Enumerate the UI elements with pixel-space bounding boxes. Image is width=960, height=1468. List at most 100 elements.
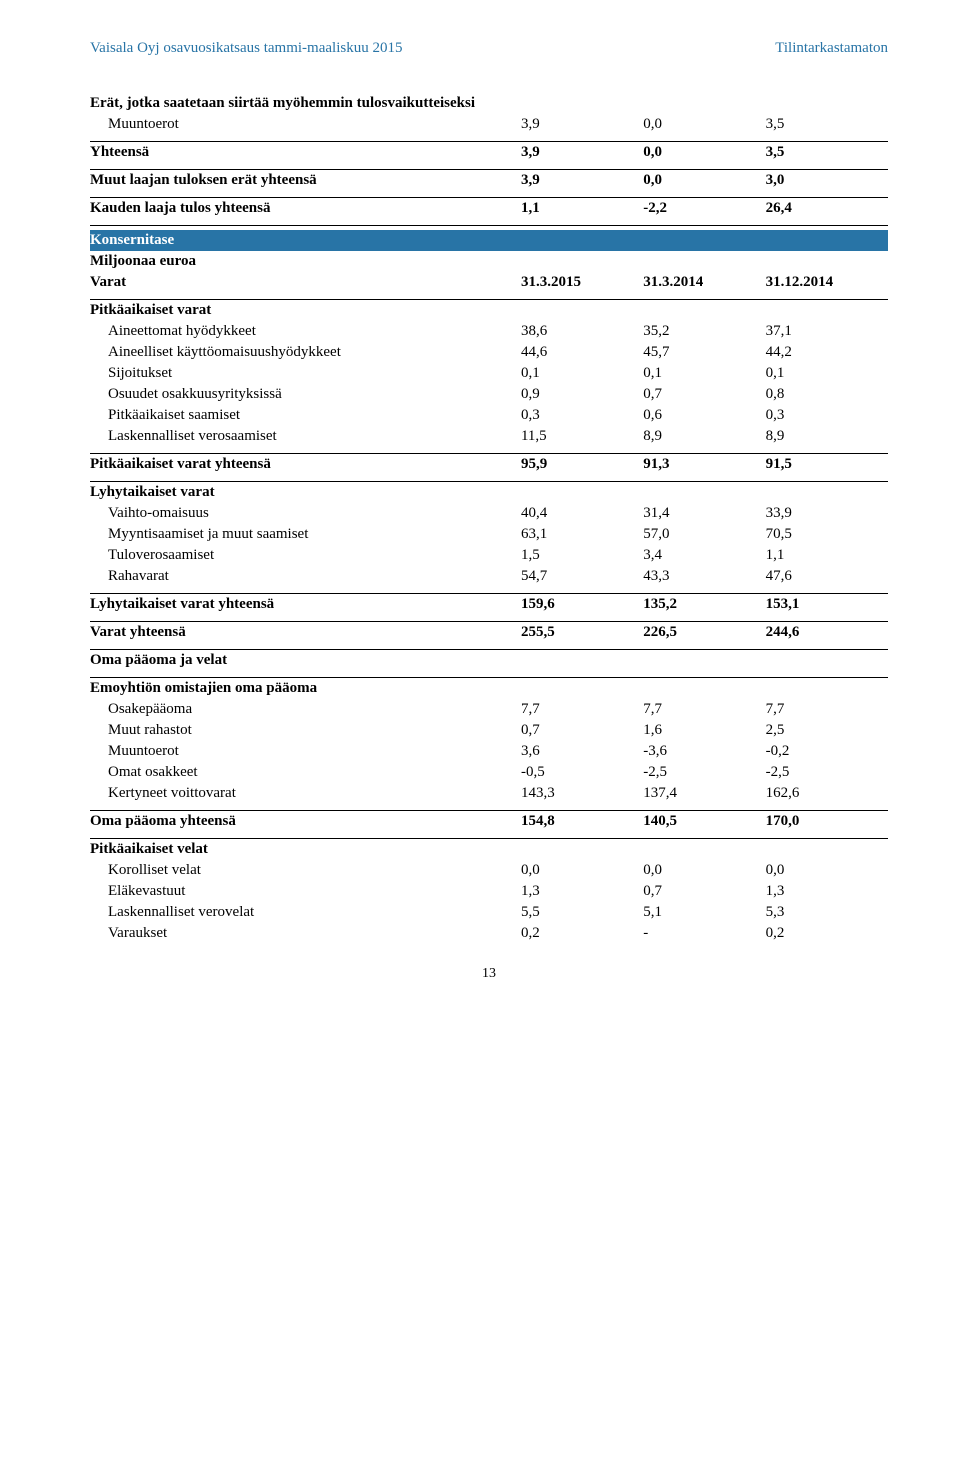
cell-value: 0,3 [521,405,643,426]
cell-label: Miljoonaa euroa [90,251,521,272]
cell-value: 3,4 [643,545,765,566]
table-row: Tuloverosaamiset 1,5 3,4 1,1 [90,545,888,566]
cell-value: 244,6 [766,622,888,644]
cell-value: 31,4 [643,503,765,524]
cell-value: 31.3.2015 [521,272,643,293]
table-row: Muuntoerot 3,9 0,0 3,5 [90,114,888,135]
cell-value: 3,5 [766,142,888,164]
table-row: Varaukset 0,2 - 0,2 [90,923,888,944]
page-header: Vaisala Oyj osavuosikatsaus tammi-maalis… [90,40,888,57]
cell-label: Oma pääoma ja velat [90,650,888,672]
cell-label: Muuntoerot [90,114,521,135]
cell-value: 1,1 [521,198,643,220]
cell-label: Myyntisaamiset ja muut saamiset [90,524,521,545]
cell-label: Yhteensä [90,142,521,164]
cell-value: 40,4 [521,503,643,524]
cell-value: 5,5 [521,902,643,923]
table-row: Laskennalliset verosaamiset 11,5 8,9 8,9 [90,426,888,447]
cell-value: 0,8 [766,384,888,405]
table-row: Omat osakkeet -0,5 -2,5 -2,5 [90,762,888,783]
cell-value: 31.12.2014 [766,272,888,293]
cell-value: 44,2 [766,342,888,363]
cell-value: 0,7 [643,881,765,902]
cell-value: 5,1 [643,902,765,923]
cell-value: 7,7 [643,699,765,720]
table-row: Osuudet osakkuusyrityksissä 0,9 0,7 0,8 [90,384,888,405]
cell-value: 0,9 [521,384,643,405]
cell-value: 0,0 [643,170,765,192]
cell-label: Eläkevastuut [90,881,521,902]
cell-value: 7,7 [521,699,643,720]
cell-value: 38,6 [521,321,643,342]
cell-value: 44,6 [521,342,643,363]
cell-value: 1,1 [766,545,888,566]
subheader-row: Miljoonaa euroa [90,251,888,272]
section-title-row: Erät, jotka saatetaan siirtää myöhemmin … [90,93,888,114]
cell-value: 0,1 [766,363,888,384]
header-right: Tilintarkastamaton [775,40,888,57]
cell-value: 3,9 [521,170,643,192]
band-label: Konsernitase [90,230,521,251]
table-row: Myyntisaamiset ja muut saamiset 63,1 57,… [90,524,888,545]
table-row: Sijoitukset 0,1 0,1 0,1 [90,363,888,384]
cell-label: Pitkäaikaiset saamiset [90,405,521,426]
cell-value: 35,2 [643,321,765,342]
cell-value: - [643,923,765,944]
cell-value: 5,3 [766,902,888,923]
table-row: Vaihto-omaisuus 40,4 31,4 33,9 [90,503,888,524]
cell-label: Muut laajan tuloksen erät yhteensä [90,170,521,192]
section1-title: Erät, jotka saatetaan siirtää myöhemmin … [90,93,888,114]
cell-value: 0,0 [766,860,888,881]
cell-value: 1,6 [643,720,765,741]
cell-value: -2,2 [643,198,765,220]
subsection-title: Oma pääoma ja velat [90,650,888,672]
page-number: 13 [90,966,888,982]
subsection-title: Lyhytaikaiset varat [90,482,888,504]
cell-label: Kertyneet voittovarat [90,783,521,804]
cell-value: 1,3 [766,881,888,902]
cell-value: 26,4 [766,198,888,220]
table-row: Laskennalliset verovelat 5,5 5,1 5,3 [90,902,888,923]
cell-value: 0,1 [521,363,643,384]
cell-value: 162,6 [766,783,888,804]
cell-value: 3,6 [521,741,643,762]
cell-value: 54,7 [521,566,643,587]
table-row: Korolliset velat 0,0 0,0 0,0 [90,860,888,881]
cell-value: 137,4 [643,783,765,804]
cell-label: Osuudet osakkuusyrityksissä [90,384,521,405]
cell-value: 31.3.2014 [643,272,765,293]
total-row: Oma pääoma yhteensä 154,8 140,5 170,0 [90,811,888,833]
table-row: Aineettomat hyödykkeet 38,6 35,2 37,1 [90,321,888,342]
cell-value: 255,5 [521,622,643,644]
cell-value: 0,3 [766,405,888,426]
page: Vaisala Oyj osavuosikatsaus tammi-maalis… [0,0,960,1468]
cell-value: 135,2 [643,594,765,616]
cell-value: 57,0 [643,524,765,545]
cell-value: 2,5 [766,720,888,741]
cell-label: Aineelliset käyttöomaisuushyödykkeet [90,342,521,363]
cell-label: Varat yhteensä [90,622,521,644]
table-row: Muut rahastot 0,7 1,6 2,5 [90,720,888,741]
cell-value: 11,5 [521,426,643,447]
cell-label: Kauden laaja tulos yhteensä [90,198,521,220]
cell-label: Laskennalliset verosaamiset [90,426,521,447]
cell-value: 3,9 [521,114,643,135]
cell-value: 0,2 [766,923,888,944]
cell-value: 63,1 [521,524,643,545]
cell-value: 0,0 [643,142,765,164]
cell-value: 3,5 [766,114,888,135]
cell-value: 0,0 [521,860,643,881]
cell-label: Lyhytaikaiset varat [90,482,888,504]
cell-label: Muut rahastot [90,720,521,741]
subsection-title: Pitkäaikaiset velat [90,839,888,861]
cell-value: 47,6 [766,566,888,587]
cell-label: Korolliset velat [90,860,521,881]
cell-label: Pitkäaikaiset varat yhteensä [90,454,521,476]
subsection-title: Pitkäaikaiset varat [90,300,888,322]
cell-value: -0,2 [766,741,888,762]
cell-value: 0,0 [643,860,765,881]
cell-value: 153,1 [766,594,888,616]
cell-value: 170,0 [766,811,888,833]
cell-label: Laskennalliset verovelat [90,902,521,923]
cell-label: Pitkäaikaiset velat [90,839,888,861]
